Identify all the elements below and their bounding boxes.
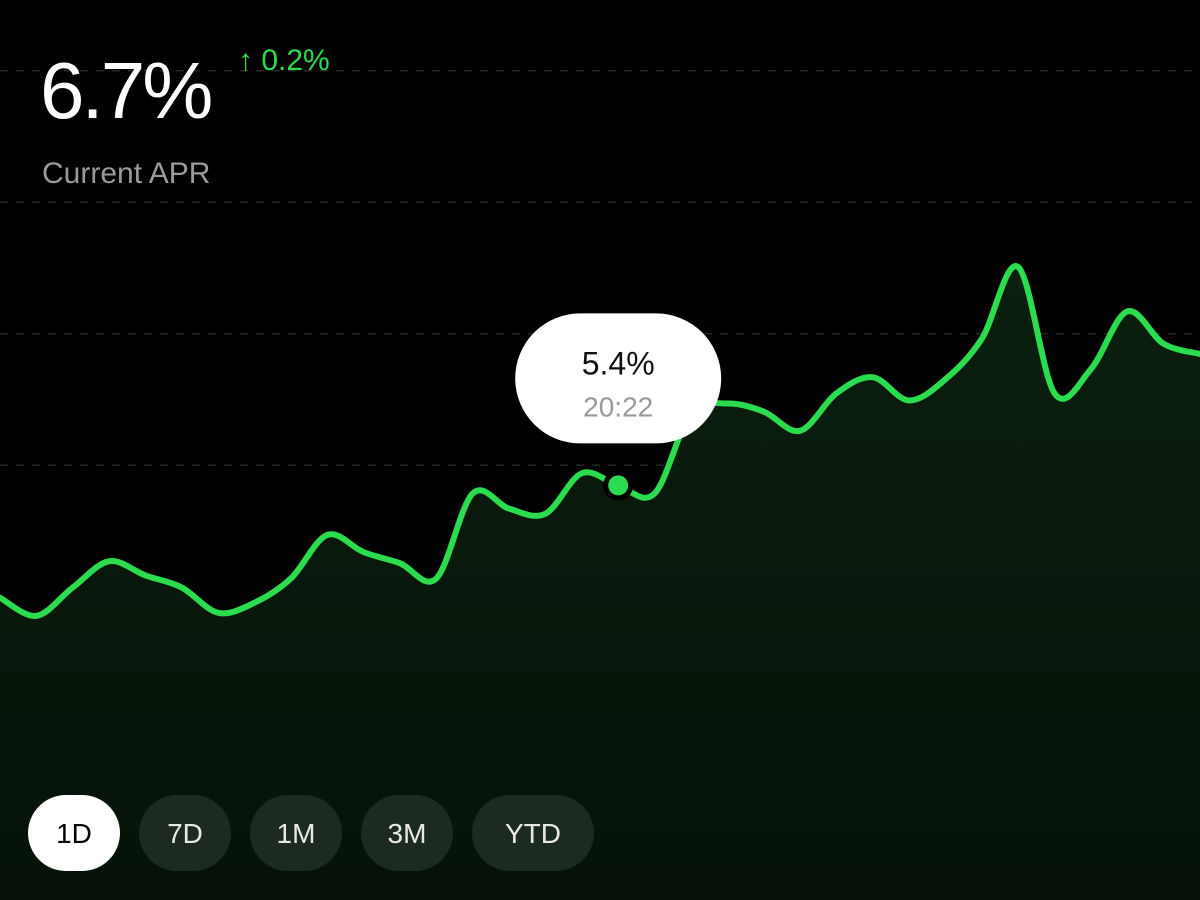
range-button-label[interactable]: 1D [56,818,92,849]
range-button-label[interactable]: 3M [388,818,427,849]
value-label: Current APR [42,157,210,190]
tooltip-box [515,313,722,444]
area-fill [0,266,1200,900]
range-button-bg[interactable] [139,795,231,871]
range-button-label[interactable]: 1M [277,818,316,849]
range-button-label[interactable]: YTD [505,818,561,849]
change-indicator: ↑ 0.2% [238,44,330,77]
tooltip-value: 5.4% [582,345,655,381]
range-button-bg[interactable] [28,795,120,871]
plot [0,263,1200,900]
range-button-bg[interactable] [250,795,342,871]
range-buttons: 1D 7D 1M 3M YTD [28,795,594,871]
range-button[interactable]: YTD [472,795,594,871]
current-value: 6.7% [40,46,211,135]
hover-point-dot [608,475,629,496]
tooltip: 5.4% 20:22 [515,313,722,444]
range-button-bg[interactable] [361,795,453,871]
range-button-bg[interactable] [472,795,594,871]
range-button-label[interactable]: 7D [167,818,203,849]
range-button[interactable]: 1D [28,795,120,871]
range-button[interactable]: 1M [250,795,342,871]
tooltip-time: 20:22 [583,391,653,422]
range-button[interactable]: 7D [139,795,231,871]
range-button[interactable]: 3M [361,795,453,871]
